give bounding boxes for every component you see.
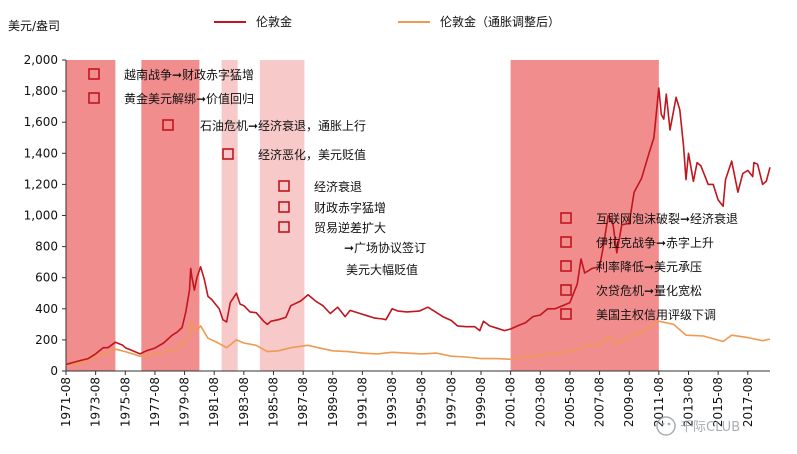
x-tick-label: 2013-08 — [681, 377, 695, 427]
annotation-text: 越南战争➞财政赤字猛增 — [124, 67, 254, 82]
x-tick-label: 2005-08 — [563, 377, 577, 427]
annotation-marker — [560, 260, 572, 272]
x-tick-label: 1971-08 — [59, 377, 73, 427]
annotation-text: 美国主权信用评级下调 — [596, 308, 716, 322]
x-tick-label: 1981-08 — [207, 377, 221, 427]
x-tick-label: 2011-08 — [652, 377, 666, 427]
watermark-text: 千际CLUB — [680, 420, 740, 435]
x-tick-label: 1985-08 — [266, 377, 280, 427]
y-tick-label: 0 — [50, 364, 58, 378]
wechat-icon-eye — [661, 422, 665, 426]
x-tick-label: 1991-08 — [355, 377, 369, 427]
shaded-period — [66, 60, 116, 371]
x-tick-label: 2009-08 — [622, 377, 636, 427]
legend-label-nominal: 伦敦金 — [256, 14, 292, 29]
annotation-text: 美元大幅贬值 — [346, 262, 418, 277]
annotation-marker — [162, 119, 174, 131]
wechat-icon — [656, 416, 676, 436]
legend-label-real: 伦敦金（通胀调整后） — [440, 14, 560, 29]
y-axis-unit: 美元/盎司 — [8, 19, 60, 33]
annotation-text: 经济恶化，美元贬值 — [258, 147, 366, 162]
x-tick-label: 1989-08 — [326, 377, 340, 427]
annotation-text: 黄金美元解绑➞价值回归 — [124, 91, 254, 106]
annotations: 越南战争➞财政赤字猛增 黄金美元解绑➞价值回归 石油危机➞经济衰退，通胀上行 经… — [88, 67, 738, 322]
watermark: 千际CLUB — [656, 416, 740, 436]
x-tick-label: 2015-08 — [711, 377, 725, 427]
annotation-text: ➞广场协议签订 — [344, 240, 426, 255]
annotation-text: 石油危机➞经济衰退，通胀上行 — [200, 118, 366, 133]
plot-lines — [65, 87, 771, 366]
x-tick-label: 1977-08 — [148, 377, 162, 427]
x-tick-label: 2001-08 — [504, 377, 518, 427]
shaded-period — [141, 60, 200, 371]
x-tick-label: 1995-08 — [415, 377, 429, 427]
x-tick-label: 1987-08 — [296, 377, 310, 427]
y-tick-label: 1,600 — [24, 115, 58, 129]
annotation-marker — [222, 148, 234, 160]
y-axis: 0 200 400 600 800 1,000 1,200 1,400 1,600 1,800 2,… — [24, 53, 67, 378]
y-tick-label: 1,800 — [24, 84, 58, 98]
annotation-marker — [560, 284, 572, 296]
x-tick-label: 1993-08 — [385, 377, 399, 427]
x-tick-label: 1999-08 — [474, 377, 488, 427]
legend: 伦敦金 伦敦金（通胀调整后） — [214, 14, 560, 29]
y-tick-label: 800 — [35, 240, 58, 254]
annotation-marker — [560, 308, 572, 320]
annotation-text: 经济衰退 — [314, 179, 362, 194]
annotation-marker — [278, 221, 290, 233]
annotation-marker — [560, 212, 572, 224]
x-tick-label: 2007-08 — [593, 377, 607, 427]
annotation-marker — [88, 68, 100, 80]
y-tick-label: 1,400 — [24, 146, 58, 160]
x-tick-label: 1979-08 — [178, 377, 192, 427]
shaded-period — [510, 60, 659, 371]
x-tick-label: 1975-08 — [118, 377, 132, 427]
x-tick-label: 1997-08 — [444, 377, 458, 427]
x-tick-label: 1973-08 — [89, 377, 103, 427]
y-tick-label: 2,000 — [24, 53, 58, 67]
y-tick-label: 400 — [35, 302, 58, 316]
annotation-text: 利率降低➞美元承压 — [596, 259, 702, 274]
shaded-period — [221, 60, 238, 371]
series-line-nominal — [65, 87, 771, 366]
annotation-text: 伊拉克战争➞赤字上升 — [596, 235, 714, 250]
shaded-periods — [66, 60, 659, 371]
annotation-text: 互联网泡沫破裂➞经济衰退 — [596, 211, 738, 226]
y-tick-label: 1,200 — [24, 177, 58, 191]
x-tick-label: 2017-08 — [741, 377, 755, 427]
wechat-icon-eye — [667, 422, 671, 426]
annotation-marker — [278, 180, 290, 192]
x-tick-label: 2003-08 — [533, 377, 547, 427]
annotation-marker — [88, 92, 100, 104]
series-line-real — [65, 320, 771, 366]
annotation-text: 次贷危机➞量化宽松 — [596, 283, 702, 298]
annotation-text: 贸易逆差扩大 — [314, 220, 386, 235]
y-tick-label: 600 — [35, 271, 58, 285]
annotation-marker — [560, 236, 572, 248]
annotation-text: 财政赤字猛增 — [314, 200, 386, 215]
x-axis: 1971-08 1973-08 1975-08 1977-08 1979-08 1981-… — [59, 370, 770, 427]
x-tick-label: 1983-08 — [237, 377, 251, 427]
annotation-marker — [278, 201, 290, 213]
y-tick-label: 200 — [35, 333, 58, 347]
y-tick-label: 1,000 — [24, 209, 58, 223]
